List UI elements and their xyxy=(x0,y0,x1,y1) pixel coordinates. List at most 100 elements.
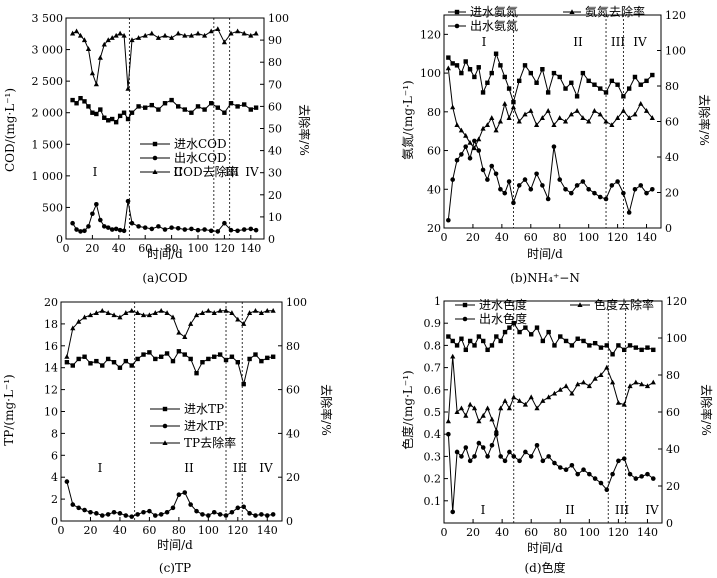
cod-series-point xyxy=(189,110,194,115)
cod-series-point xyxy=(89,70,95,76)
tp-x-axis-label: 时间/d xyxy=(157,538,193,552)
cod-y-tick-label: 3 000 xyxy=(32,44,64,57)
cod-series-point xyxy=(253,105,259,110)
color-series-point xyxy=(604,343,609,348)
cod-series-point xyxy=(113,119,119,125)
tp-series-point xyxy=(123,358,129,364)
nh4-series-point xyxy=(459,152,464,157)
nh4-series-point xyxy=(493,171,499,177)
cod-series-point xyxy=(93,81,99,87)
color-series-point xyxy=(450,509,456,515)
cod-series-point xyxy=(74,101,79,106)
color-series-point xyxy=(557,387,563,392)
nh4-series-point xyxy=(485,80,490,85)
cod-series-point xyxy=(94,201,99,207)
tp-phase-label: II xyxy=(184,461,194,475)
tp-series-point xyxy=(141,509,146,515)
tp-series-point xyxy=(129,514,135,519)
tp-series-point xyxy=(152,310,158,315)
color-series-point xyxy=(551,390,558,396)
color-series-point xyxy=(454,343,460,348)
nh4-series-point xyxy=(632,74,638,80)
tp-x-tick-label: 20 xyxy=(83,524,97,537)
cod-series-point xyxy=(78,229,83,234)
nh4-series-line-1 xyxy=(447,139,653,221)
tp-y2-tick-label: 60 xyxy=(286,384,300,397)
nh4-series-point xyxy=(522,63,528,68)
color-series-point xyxy=(592,476,598,481)
color-series-point xyxy=(485,405,491,411)
tp-series-point xyxy=(147,508,152,514)
cod-series-point xyxy=(121,32,127,38)
cod-y2-tick-label: 80 xyxy=(268,56,282,69)
tp-series-point xyxy=(87,312,94,318)
tp-series-point xyxy=(94,511,99,516)
cod-legend-marker xyxy=(152,169,158,174)
color-series-point xyxy=(502,329,508,335)
tp-series-point xyxy=(152,513,158,518)
color-series-point xyxy=(587,343,592,348)
color-x-tick-label: 120 xyxy=(608,526,629,539)
tp-series-point xyxy=(241,321,247,326)
color-y2-tick-label: 80 xyxy=(666,369,680,382)
tp-series-point xyxy=(123,513,129,518)
nh4-series-point xyxy=(644,78,649,84)
cod-series-point xyxy=(113,32,119,38)
tp-series-point xyxy=(235,360,240,365)
color-series-point xyxy=(485,454,490,459)
tp-series-point xyxy=(176,492,182,498)
tp-series-point xyxy=(229,354,235,359)
nh4-series-point xyxy=(580,179,586,184)
color-series-point xyxy=(472,343,477,348)
tp-x-tick-label: 40 xyxy=(113,524,127,537)
nh4-series-point xyxy=(533,122,540,128)
nh4-x-tick-label: 100 xyxy=(578,231,599,244)
tp-y-tick-label: 16 xyxy=(44,340,58,353)
cod-y-tick-label: 1 000 xyxy=(32,170,64,183)
nh4-phase-label: IV xyxy=(633,35,647,49)
tp-legend-marker xyxy=(162,406,168,412)
nh4-y-tick-label: 80 xyxy=(427,106,441,119)
tp-y2-tick-label: 20 xyxy=(286,471,300,484)
color-series-point xyxy=(580,379,587,385)
cod-y-tick-label: 3 500 xyxy=(32,12,64,25)
color-series-point xyxy=(639,347,644,353)
nh4-series-point xyxy=(551,70,557,76)
cod-y2-tick-label: 40 xyxy=(268,145,282,158)
cod-series-point xyxy=(90,211,95,217)
nh4-series-point xyxy=(454,122,460,128)
tp-series-point xyxy=(229,310,235,315)
cod-series-point xyxy=(90,110,95,115)
color-series-point xyxy=(511,394,517,400)
tp-x-tick-label: 140 xyxy=(257,524,278,537)
tp-series-point xyxy=(76,356,81,362)
nh4-series-point xyxy=(506,179,512,184)
cod-series-point xyxy=(121,110,127,115)
color-y-tick-label: 0.9 xyxy=(424,317,442,330)
cod-series-point xyxy=(70,97,75,103)
color-series-point xyxy=(471,405,478,411)
tp-plot-frame xyxy=(60,301,283,522)
color-series-line-1 xyxy=(447,432,654,512)
color-series-point xyxy=(633,345,639,350)
nh4-series-point xyxy=(592,82,597,87)
color-series-point xyxy=(511,454,517,459)
nh4-series-point xyxy=(528,70,533,76)
tp-series-point xyxy=(200,360,205,365)
tp-series-point xyxy=(252,307,259,313)
color-series-point xyxy=(446,431,451,437)
cod-series-point xyxy=(175,30,181,36)
tp-series-point xyxy=(164,310,170,315)
nh4-legend-entry: 出水氨氮 xyxy=(470,18,518,33)
color-series-point xyxy=(493,427,499,433)
nh4-series-point xyxy=(459,70,464,76)
color-series-point xyxy=(498,405,504,411)
color-series-point xyxy=(575,381,581,387)
cod-legend-entry: 出水COD xyxy=(174,151,227,165)
tp-series-point xyxy=(99,307,105,313)
nh4-x-tick-label: 40 xyxy=(495,231,509,244)
color-series-point xyxy=(506,405,512,411)
cod-x-tick-label: 0 xyxy=(63,242,70,255)
nh4-series-point xyxy=(540,67,545,72)
tp-series-point xyxy=(64,353,70,359)
